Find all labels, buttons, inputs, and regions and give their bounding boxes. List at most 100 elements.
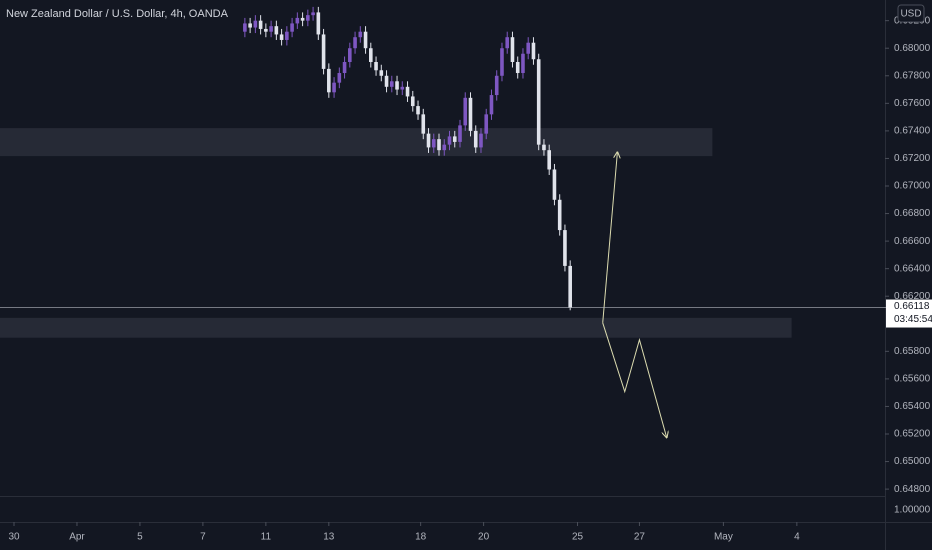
candle-body: [311, 12, 315, 16]
candle-body: [431, 139, 436, 148]
y-tick-label: 0.67400: [894, 126, 931, 137]
candle-body: [426, 133, 431, 148]
y-tick-label: 0.68000: [894, 43, 931, 54]
candle-body: [526, 42, 531, 54]
candle-body: [384, 75, 389, 87]
y-tick-label: 0.67000: [894, 181, 931, 192]
candle-body: [447, 136, 452, 145]
candle-body: [452, 136, 457, 142]
candle-body: [557, 199, 562, 231]
currency-badge[interactable]: [897, 4, 925, 23]
zone: [0, 317, 792, 338]
x-tick-label: 25: [572, 532, 584, 543]
candle-body: [442, 144, 447, 151]
candle-body: [542, 144, 546, 151]
currency-label: USD: [900, 9, 921, 20]
candle-body: [258, 20, 263, 29]
candle-body: [248, 23, 252, 28]
candle-body: [353, 37, 357, 49]
candle-body: [321, 34, 326, 69]
candle-body: [332, 82, 336, 93]
candle-body: [521, 53, 525, 74]
x-tick-label: 7: [200, 532, 206, 543]
candle-body: [348, 48, 352, 62]
candle-body: [547, 150, 551, 170]
y-tick-label: 0.66600: [894, 236, 931, 247]
candle-body: [421, 114, 426, 134]
candle-body: [552, 169, 557, 200]
candle-body: [374, 62, 378, 71]
candle-body: [337, 73, 342, 83]
candle-body: [400, 86, 405, 90]
candle-body: [316, 12, 321, 35]
y-tick-label: 0.64800: [894, 484, 931, 495]
candle-body: [363, 31, 368, 49]
candle-body: [306, 15, 310, 21]
candle-body: [536, 59, 541, 145]
candle-body: [342, 62, 347, 74]
x-tick-label: 4: [794, 532, 800, 543]
y-tick-label: 0.65600: [894, 374, 931, 385]
y-tick-label: 0.65200: [894, 429, 931, 440]
candle-body: [515, 62, 520, 74]
x-tick-label: 11: [261, 532, 272, 543]
candle-body: [395, 81, 399, 90]
candle-body: [369, 48, 373, 62]
candle-body: [358, 31, 363, 38]
candle-body: [563, 230, 567, 266]
y-tick-label: 0.67200: [894, 153, 931, 164]
x-tick-label: 20: [478, 532, 490, 543]
candle-body: [494, 75, 499, 96]
projection-arrow: [602, 322, 667, 438]
candle-body: [253, 20, 258, 28]
candle-body: [389, 81, 394, 87]
candle-body: [243, 23, 247, 32]
y-tick-label: 0.66200: [894, 291, 931, 302]
candle-body: [505, 37, 510, 49]
candle-body: [285, 31, 289, 40]
countdown-label: 03:45:54: [894, 314, 932, 325]
candle-body: [468, 97, 473, 131]
lower-pane-label: 1.00000: [894, 505, 931, 516]
y-tick-label: 0.66800: [894, 208, 931, 219]
y-tick-label: 0.66400: [894, 263, 931, 274]
candle-body: [279, 34, 284, 40]
candle-body: [290, 23, 294, 32]
projection-arrow: [602, 152, 618, 323]
candle-body: [510, 37, 515, 62]
candle-body: [300, 17, 305, 21]
candle-body: [458, 125, 462, 142]
price-label: 0.66118: [894, 301, 930, 312]
candle-body: [463, 97, 468, 126]
candle-body: [405, 86, 410, 97]
x-tick-label: May: [714, 532, 733, 543]
candle-body: [531, 42, 536, 60]
candle-body: [269, 26, 273, 32]
x-tick-label: 27: [634, 532, 646, 543]
price-label-box: [886, 299, 932, 328]
candle-body: [327, 68, 331, 93]
candle-body: [264, 28, 268, 32]
y-tick-label: 0.67600: [894, 98, 931, 109]
candle-body: [416, 106, 420, 115]
y-tick-label: 0.65800: [894, 346, 931, 357]
candle-body: [295, 17, 300, 24]
candle-body: [500, 48, 504, 76]
y-tick-label: 0.65000: [894, 456, 931, 467]
candle-body: [379, 70, 384, 76]
candle-body: [568, 265, 572, 308]
chart-title: New Zealand Dollar / U.S. Dollar, 4h, OA…: [6, 8, 229, 20]
x-tick-label: 30: [8, 532, 20, 543]
x-tick-label: 13: [323, 532, 335, 543]
candle-body: [484, 114, 489, 134]
y-tick-label: 0.67800: [894, 70, 931, 81]
zone: [0, 128, 713, 157]
candle-body: [274, 26, 279, 35]
x-tick-label: 18: [415, 532, 427, 543]
candle-body: [473, 130, 478, 148]
candle-body: [437, 139, 441, 151]
x-tick-label: 5: [137, 532, 143, 543]
candle-body: [479, 133, 483, 148]
